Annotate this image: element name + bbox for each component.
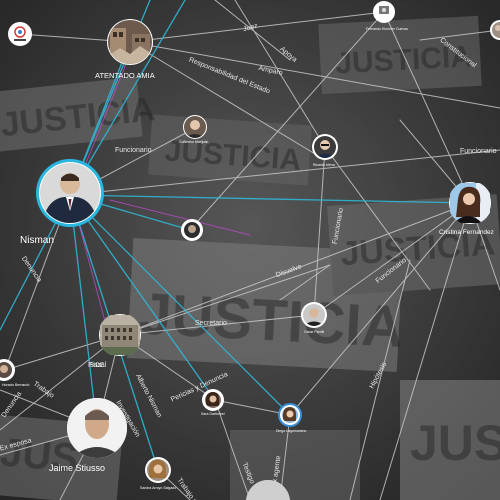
edge (119, 314, 315, 336)
edge-label: Funcionario (332, 207, 345, 244)
edge-label: Denuncia (20, 255, 43, 283)
bg-word: JUS (410, 415, 500, 471)
edge-label: Apoya (278, 46, 298, 64)
edge (313, 146, 326, 316)
edge (119, 202, 471, 336)
edge (129, 41, 326, 161)
node-label: Jaime Stiusso (49, 463, 105, 473)
node-label: SIDE (90, 363, 104, 369)
node-man-left[interactable]: Horacio Bernardo (0, 359, 29, 387)
edge-label: Funcionario (115, 147, 152, 154)
building-icon (100, 315, 140, 355)
node-label: Sara Garfunkel (201, 412, 225, 416)
edge (69, 149, 500, 196)
rubble-building-icon (108, 20, 152, 64)
portrait-man-icon (246, 480, 290, 500)
node-woman-right[interactable]: Diego Lagomarsino (276, 403, 306, 433)
edge (214, 399, 291, 416)
edge-label: Trabajo (32, 381, 55, 400)
node-ricardo-mena[interactable]: Ricardo Mena (312, 134, 338, 167)
edge (349, 259, 411, 500)
node-label: Ricardo Mena (313, 163, 335, 167)
edge (279, 264, 331, 301)
edge-label: Fiscal (88, 362, 107, 369)
org-logo-icon (379, 6, 389, 14)
edge-label: Disuelve (275, 263, 303, 279)
portrait-man-glasses-icon (314, 136, 336, 158)
node-label: Nisman (20, 235, 54, 246)
edge-highlight (69, 194, 471, 204)
node-jaime-stiusso[interactable]: Jaime Stiusso (49, 398, 127, 473)
edge-label: Secretario (195, 320, 227, 327)
bg-word: JUSTICIA (138, 281, 405, 360)
node-bottom-circle[interactable] (246, 480, 290, 500)
edge-label: Funcionario (460, 148, 497, 155)
node-oscar-parrilli[interactable]: Oscar Parrilli (301, 302, 327, 334)
portrait-man-suit-icon (40, 163, 100, 223)
edge (313, 202, 471, 316)
edge (419, 29, 500, 41)
edge-highlight (69, 0, 186, 196)
edge-label: Constitucional (438, 37, 477, 70)
edge (214, 0, 291, 61)
edge (379, 202, 471, 500)
edge (234, 0, 326, 148)
edge-highlight (69, 194, 98, 429)
edge-label: Alberto Nisman (134, 373, 163, 419)
org-logo-icon (14, 26, 26, 41)
edge (129, 11, 385, 43)
edge (189, 11, 385, 231)
portrait-woman-icon (205, 392, 221, 408)
node-kirchner[interactable] (181, 219, 203, 241)
node-atentado-amia[interactable]: ATENTADO AMIA (95, 19, 155, 80)
edge-purple (109, 199, 251, 236)
edge-label: Testigo (241, 462, 256, 485)
edge (129, 41, 500, 109)
node-side[interactable]: SIDE (90, 314, 141, 369)
edge (0, 334, 121, 431)
node-label: Guillermo Marijuán (179, 140, 208, 144)
node-label: Cristina Fernandez (439, 229, 494, 236)
node-mardolsky[interactable]: Guillermo Marijuán (179, 115, 208, 144)
bg-word: JUSTICIA (335, 40, 473, 80)
bg-word: JUS (0, 430, 80, 481)
edge (214, 399, 251, 500)
node-top-logo[interactable]: Fernando Kirchner Cuevas (366, 1, 408, 31)
portrait-man-icon (303, 304, 325, 326)
portrait-man-icon (67, 398, 127, 458)
portrait-man-icon (184, 222, 200, 238)
node-label: Horacio Bernardo (2, 383, 29, 387)
portrait-man-icon (184, 116, 206, 138)
node-label: Sandra Arroyo Salgado (140, 486, 176, 490)
node-right-edge[interactable] (490, 20, 500, 40)
edge (119, 264, 331, 336)
edge (383, 11, 471, 201)
edge-label: Trabajo de Nisman (175, 477, 215, 500)
node-nisman[interactable]: Nisman (20, 159, 104, 246)
portrait-woman-icon (450, 183, 490, 223)
edge-highlight (69, 194, 291, 416)
portrait-man-icon (0, 362, 12, 378)
node-label: ATENTADO AMIA (95, 71, 155, 80)
edge-highlight (69, 194, 216, 401)
node-label: Fernando Kirchner Cuevas (366, 27, 408, 31)
edge-label: Amparo (258, 65, 284, 77)
edge-label: Funcionario (375, 257, 408, 285)
edge (324, 146, 431, 291)
portrait-woman-icon (282, 407, 298, 423)
edge-label: Responsabilidad del Estado (188, 56, 271, 95)
node-label: Diego Lagomarsino (276, 429, 306, 433)
node-woman-bottom[interactable]: Sandra Arroyo Salgado (140, 457, 176, 490)
node-woman-mid[interactable]: Sara Garfunkel (201, 389, 225, 416)
node-left-logo[interactable] (8, 22, 32, 46)
edge-label: Ex agente (271, 455, 282, 487)
node-cristina-fernandez[interactable]: Cristina Fernandez (439, 182, 494, 236)
edge-label: Juez (242, 22, 259, 33)
node-label: Oscar Parrilli (304, 330, 324, 334)
edge (289, 202, 471, 416)
portrait-woman-icon (147, 459, 169, 481)
